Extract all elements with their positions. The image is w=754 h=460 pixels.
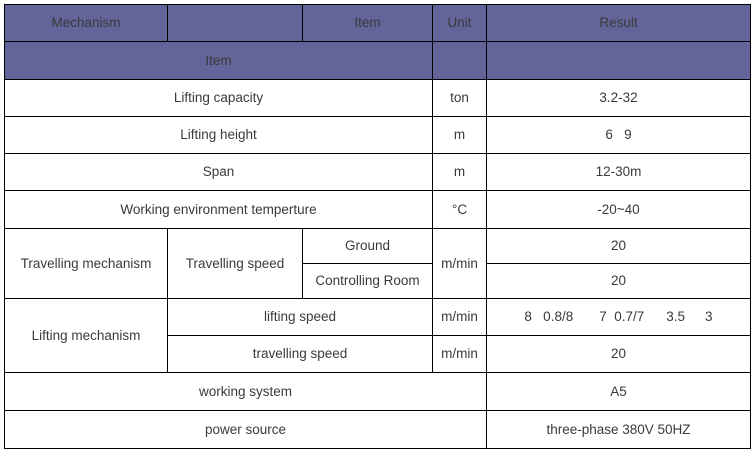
subitem-ground: Ground <box>302 228 433 264</box>
header-cell-unit: Unit <box>432 4 487 42</box>
section-result-blank <box>486 41 751 80</box>
row-result-lifting-height: 6 9 <box>486 116 751 154</box>
row-result-lifting-capacity: 3.2-32 <box>486 79 751 117</box>
table-row-travelling-controlling-room: Controlling Room 20 <box>5 263 751 299</box>
section-label-item: Item <box>4 41 433 80</box>
table-row: Working environment temperture °C -20~40 <box>4 190 751 229</box>
unit-lifting-speed: m/min <box>432 298 487 336</box>
result-lifting-speed: 8 0.8/8 7 0.7/7 3.5 3 <box>486 298 751 336</box>
row-result-working-environment-temperture: -20~40 <box>486 190 751 229</box>
unit-travelling-speed: m/min <box>432 228 487 299</box>
row-unit-span: m <box>432 153 487 191</box>
item-lifting-speed: lifting speed <box>167 298 433 336</box>
row-label-span: Span <box>4 153 433 191</box>
table-row: Span m 12-30m <box>4 153 751 191</box>
item-lifting-travelling-speed: travelling speed <box>167 335 433 373</box>
section-row-item: Item <box>4 41 751 80</box>
lifting-speed-segment-2: 7 0.7/7 <box>599 309 645 325</box>
header-cell-item: Item <box>302 4 433 42</box>
label-power-source: power source <box>4 410 487 449</box>
result-working-system: A5 <box>486 372 751 411</box>
header-cell-blank <box>167 4 303 42</box>
row-label-lifting-height: Lifting height <box>4 116 433 154</box>
row-result-span: 12-30m <box>486 153 751 191</box>
row-label-working-environment-temperture: Working environment temperture <box>4 190 433 229</box>
table-header-row: Mechanism Item Unit Result <box>4 4 751 42</box>
table-row: Lifting capacity ton 3.2-32 <box>4 79 751 117</box>
lifting-speed-segment-4: 3 <box>705 309 713 325</box>
lifting-speed-segment-3: 3.5 <box>666 309 686 325</box>
unit-lifting-travelling-speed: m/min <box>432 335 487 373</box>
specification-table: Mechanism Item Unit Result Item Lifting … <box>4 4 751 449</box>
table-row-power-source: power source three-phase 380V 50HZ <box>4 410 751 449</box>
table-row-lifting-travelling-speed: travelling speed m/min 20 <box>5 335 751 373</box>
header-cell-mechanism: Mechanism <box>4 4 168 42</box>
section-unit-blank <box>432 41 487 80</box>
table-row-travelling-ground: Travelling mechanism Travelling speed Gr… <box>4 228 751 299</box>
row-unit-working-environment-temperture: °C <box>432 190 487 229</box>
lifting-speed-segment-1: 8 0.8/8 <box>524 309 574 325</box>
table-row-lifting-speed: Lifting mechanism lifting speed m/min 8 … <box>4 298 751 373</box>
result-ground: 20 <box>486 228 751 264</box>
header-cell-result: Result <box>486 4 751 42</box>
subitem-controlling-room: Controlling Room <box>302 263 433 299</box>
row-unit-lifting-height: m <box>432 116 487 154</box>
item-travelling-speed: Travelling speed <box>167 228 303 299</box>
mechanism-travelling: Travelling mechanism <box>4 228 168 299</box>
result-power-source: three-phase 380V 50HZ <box>486 410 751 449</box>
row-unit-lifting-capacity: ton <box>432 79 487 117</box>
row-label-lifting-capacity: Lifting capacity <box>4 79 433 117</box>
result-controlling-room: 20 <box>486 263 751 299</box>
lifting-speed-segments: 8 0.8/8 7 0.7/7 3.5 3 <box>489 309 748 325</box>
mechanism-lifting: Lifting mechanism <box>4 298 168 373</box>
table-row: Lifting height m 6 9 <box>4 116 751 154</box>
table-row-working-system: working system A5 <box>4 372 751 411</box>
result-lifting-travelling-speed: 20 <box>486 335 751 373</box>
label-working-system: working system <box>4 372 487 411</box>
